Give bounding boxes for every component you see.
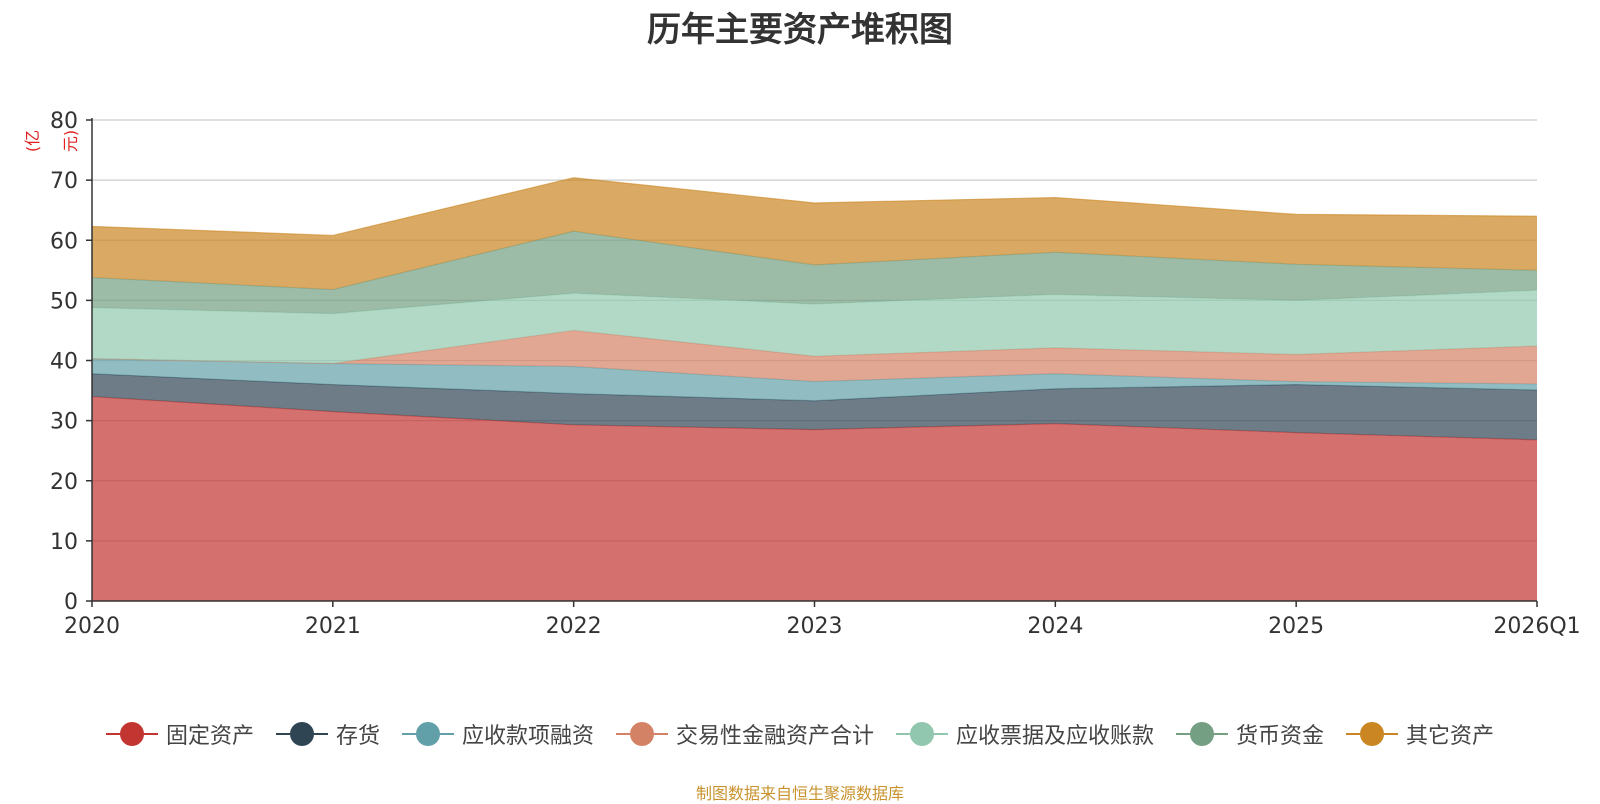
y-tick-label-10: 10 — [50, 530, 78, 555]
y-tick-label-50: 50 — [50, 289, 78, 314]
legend-swatch-icon — [401, 722, 454, 746]
area-series-5 — [92, 231, 1537, 314]
area-series-4 — [92, 290, 1537, 364]
legend-item-2[interactable]: 应收款项融资 — [401, 718, 594, 750]
legend-label: 货币资金 — [1236, 724, 1325, 749]
legend-item-3[interactable]: 交易性金融资产合计 — [615, 718, 874, 750]
legend-label: 交易性金融资产合计 — [675, 724, 874, 749]
area-series-0 — [92, 396, 1537, 601]
legend-swatch-icon — [1346, 722, 1399, 746]
line-series-4 — [91, 289, 1538, 315]
line-series-6 — [91, 177, 1538, 237]
source-note: 制图数据来自恒生聚源数据库 — [695, 784, 904, 803]
legend-label: 存货 — [335, 724, 380, 749]
legend-item-1[interactable]: 存货 — [275, 718, 380, 750]
legend-item-5[interactable]: 货币资金 — [1176, 718, 1324, 750]
x-tick-label-4: 2024 — [1027, 614, 1083, 639]
y-tick-label-60: 60 — [50, 229, 78, 254]
legend-swatch-icon — [275, 722, 328, 746]
legend-swatch-icon — [105, 722, 158, 746]
y-tick-label-30: 30 — [50, 410, 78, 435]
x-tick-label-5: 2025 — [1268, 614, 1324, 639]
y-tick-label-80: 80 — [50, 109, 78, 134]
chart-legend: 固定资产 存货 应收款项融资 交易性金融资产合计 应收票据及应收账款 货币资金 其它资产 — [0, 718, 1600, 750]
x-tick-label-6: 2026Q1 — [1493, 614, 1580, 639]
y-tick-label-40: 40 — [50, 350, 78, 375]
legend-item-0[interactable]: 固定资产 — [105, 718, 254, 750]
x-tick-label-3: 2023 — [787, 614, 843, 639]
legend-swatch-icon — [1176, 722, 1229, 746]
legend-item-4[interactable]: 应收票据及应收账款 — [896, 718, 1154, 750]
y-tick-label-20: 20 — [50, 470, 78, 495]
area-series-2 — [92, 358, 1537, 401]
area-series-6 — [92, 177, 1537, 290]
area-series-1 — [92, 373, 1537, 440]
legend-label: 固定资产 — [165, 724, 254, 749]
y-tick-label-0: 0 — [64, 590, 78, 615]
legend-label: 应收票据及应收账款 — [956, 724, 1155, 749]
area-series-3 — [92, 330, 1537, 384]
legend-swatch-icon — [615, 722, 668, 746]
legend-item-6[interactable]: 其它资产 — [1346, 718, 1494, 750]
chart-title: 历年主要资产堆积图 — [647, 10, 953, 50]
y-tick-label-70: 70 — [50, 169, 78, 194]
legend-label: 其它资产 — [1406, 724, 1495, 749]
legend-swatch-icon — [896, 722, 948, 746]
x-tick-label-0: 2020 — [64, 614, 120, 639]
legend-label: 应收款项融资 — [461, 724, 594, 749]
x-tick-label-2: 2022 — [546, 614, 602, 639]
x-tick-label-1: 2021 — [305, 614, 361, 639]
